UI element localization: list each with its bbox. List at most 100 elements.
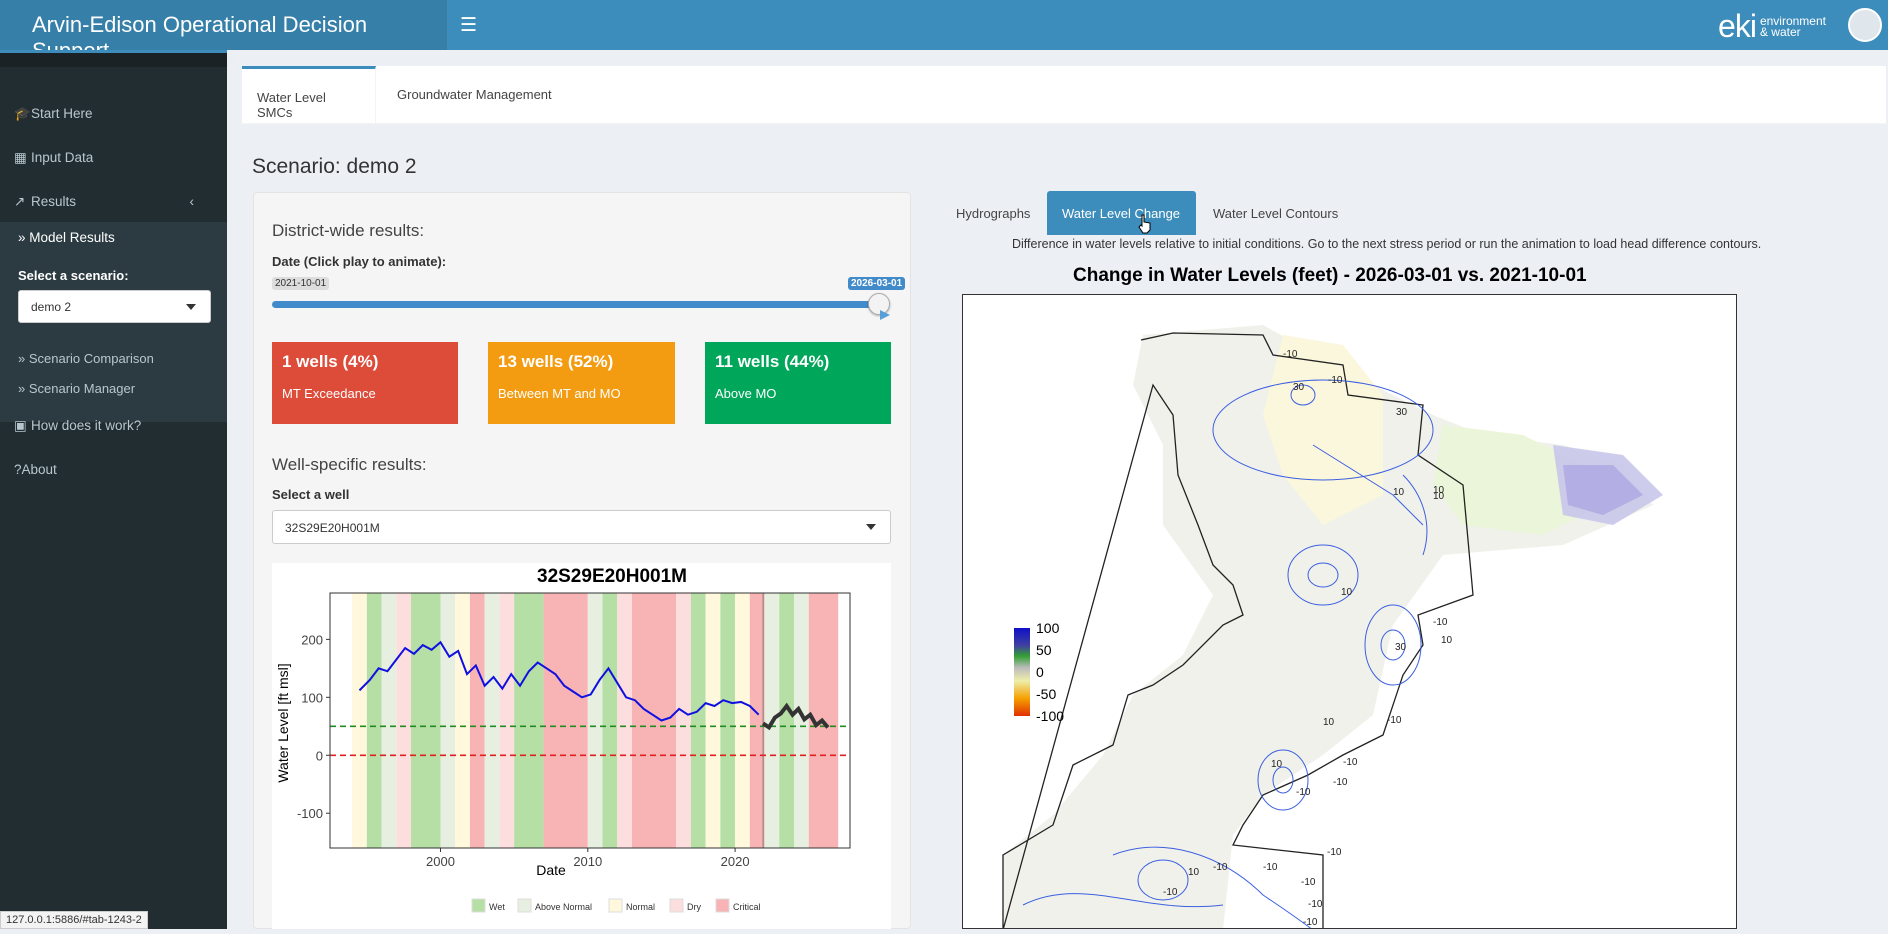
tab-water-level-smcs[interactable]: Water Level SMCs — [242, 66, 376, 124]
sidebar — [0, 50, 227, 929]
mt-exceedance-box: 1 wells (4%) MT Exceedance — [272, 342, 458, 424]
well-select-label: Select a well — [272, 487, 350, 502]
year-type-band — [631, 593, 677, 848]
x-tick-label: 2000 — [426, 854, 455, 869]
contour-label: 30 — [1293, 382, 1305, 393]
contour-label: 10 — [1393, 487, 1405, 498]
play-icon[interactable] — [880, 310, 892, 320]
year-type-band — [705, 593, 721, 848]
legend-swatch — [715, 898, 730, 913]
contour-label: -10 — [1263, 862, 1278, 873]
x-tick-label: 2010 — [573, 854, 602, 869]
map-legend-label: 0 — [1036, 664, 1044, 680]
sidebar-item-start-here[interactable]: 🎓Start Here — [14, 106, 93, 122]
y-tick-label: 100 — [301, 690, 323, 705]
legend-label: Wet — [489, 902, 505, 912]
above-mo-count: 11 wells (44%) — [715, 352, 830, 371]
y-tick-label: 200 — [301, 632, 323, 647]
chart-axes: 200 100 0 -100 2000 2010 2020 — [297, 592, 851, 869]
year-type-band — [735, 593, 750, 848]
sidebar-toggle-hamburger-icon[interactable]: ☰ — [460, 15, 478, 36]
contour-label: -10 — [1387, 715, 1402, 726]
well-results-heading: Well-specific results: — [272, 455, 427, 474]
map-legend: 100 50 0 -50 -100 — [1012, 620, 1064, 725]
sidebar-subitem-model-results[interactable]: » Model Results — [18, 230, 115, 245]
main-tabs-bar: Water Level SMCs Groundwater Management — [242, 66, 1886, 124]
contour-label: 10 — [1188, 867, 1200, 878]
graduation-cap-icon: 🎓 — [14, 106, 31, 121]
eki-logo-mark: eki — [1718, 8, 1757, 44]
caret-down-icon — [866, 524, 876, 530]
above-mo-label: Above MO — [715, 386, 777, 401]
chart-legend: Wet Above Normal Normal Dry Critical — [471, 898, 761, 913]
contour-label: -10 — [1303, 917, 1318, 928]
date-slider-handle[interactable] — [868, 293, 890, 315]
date-slider-track[interactable] — [272, 301, 889, 308]
contour-label: -10 — [1333, 777, 1348, 788]
sidebar-subitem-scenario-manager[interactable]: » Scenario Manager — [18, 381, 135, 396]
sidebar-item-input-data[interactable]: ▦ Input Data — [14, 150, 93, 166]
scenario-select[interactable]: demo 2 — [18, 290, 211, 323]
year-type-band — [352, 593, 367, 848]
hydrograph-plot: 32S29E20H001M 200 100 0 -100 2000 2010 2020 Da… — [272, 563, 891, 929]
year-type-band — [514, 593, 544, 848]
year-type-band — [411, 593, 441, 848]
tab-water-level-contours[interactable]: Water Level Contours — [1213, 206, 1339, 221]
year-type-band — [543, 593, 588, 848]
sidebar-subitem-scenario-comparison[interactable]: » Scenario Comparison — [18, 351, 154, 366]
y-tick-label: -100 — [297, 806, 323, 821]
double-chevron-right-icon: » — [18, 230, 30, 245]
above-mo-box: 11 wells (44%) Above MO — [705, 342, 891, 424]
sidebar-item-results[interactable]: ↗ Results ‹ — [14, 194, 214, 210]
tab-hydrographs[interactable]: Hydrographs — [956, 206, 1031, 221]
double-chevron-right-icon: » — [18, 381, 29, 396]
contour-label: 10 — [1341, 587, 1353, 598]
mt-exceedance-label: MT Exceedance — [282, 386, 376, 401]
map-legend-colorbar — [1014, 628, 1030, 716]
eki-logo: eki environment & water — [1718, 8, 1826, 45]
chevron-left-icon: ‹ — [189, 194, 195, 209]
sidebar-subitem-label: Model Results — [29, 230, 115, 245]
legend-label: Above Normal — [535, 902, 592, 912]
year-type-band — [381, 593, 397, 848]
year-type-band — [469, 593, 485, 848]
map-legend-label: -100 — [1036, 708, 1065, 724]
year-type-band — [396, 593, 412, 848]
tab-water-level-change[interactable]: Water Level Change — [1047, 191, 1196, 235]
eki-logo-line1: environment — [1759, 13, 1826, 28]
legend-label: Dry — [687, 902, 701, 912]
book-icon: ▣ — [14, 418, 27, 433]
y-tick-label: 0 — [316, 748, 323, 763]
x-tick-label: 2020 — [721, 854, 750, 869]
contour-label: 10 — [1433, 491, 1445, 502]
year-type-band — [484, 593, 500, 848]
sidebar-item-about[interactable]: ?About — [14, 462, 57, 477]
line-chart-icon: ↗ — [14, 194, 26, 209]
year-type-band — [602, 593, 618, 848]
scenario-select-value: demo 2 — [31, 300, 72, 314]
between-mt-mo-label: Between MT and MO — [498, 386, 621, 401]
district-boundary — [1002, 332, 1474, 928]
contour-label: -10 — [1327, 847, 1342, 858]
contour-label: -10 — [1283, 349, 1298, 360]
chart-xlabel: Date — [536, 862, 566, 878]
sidebar-item-how-it-works[interactable]: ▣ How does it work? — [14, 418, 141, 434]
app-logo-box[interactable]: Arvin-Edison Operational Decision Suppor… — [0, 0, 447, 63]
status-url-tooltip: 127.0.0.1:5886/#tab-1243-2 — [0, 911, 148, 929]
chart-gridlines — [330, 593, 850, 848]
well-select[interactable]: 32S29E20H001M — [272, 510, 891, 544]
scenario-select-label: Select a scenario: — [18, 268, 129, 283]
year-type-band — [440, 593, 456, 848]
hydrograph-svg: 32S29E20H001M 200 100 0 -100 2000 2010 2020 Da… — [275, 566, 851, 913]
water-level-change-map[interactable]: -10 30 -10 30 10 10 10 10 -10 10 30 -10 -10 10 -10 -10 1… — [962, 294, 1737, 929]
contour-label: 30 — [1395, 642, 1407, 653]
contour-label: -10 — [1213, 862, 1228, 873]
year-type-band — [749, 593, 765, 848]
tab-groundwater-management[interactable]: Groundwater Management — [397, 87, 552, 102]
legend-label: Normal — [626, 902, 655, 912]
sidebar-item-label: Input Data — [31, 150, 94, 165]
hand-cursor-icon — [1138, 214, 1151, 234]
between-mt-mo-count: 13 wells (52%) — [498, 352, 614, 371]
year-type-band — [617, 593, 632, 848]
